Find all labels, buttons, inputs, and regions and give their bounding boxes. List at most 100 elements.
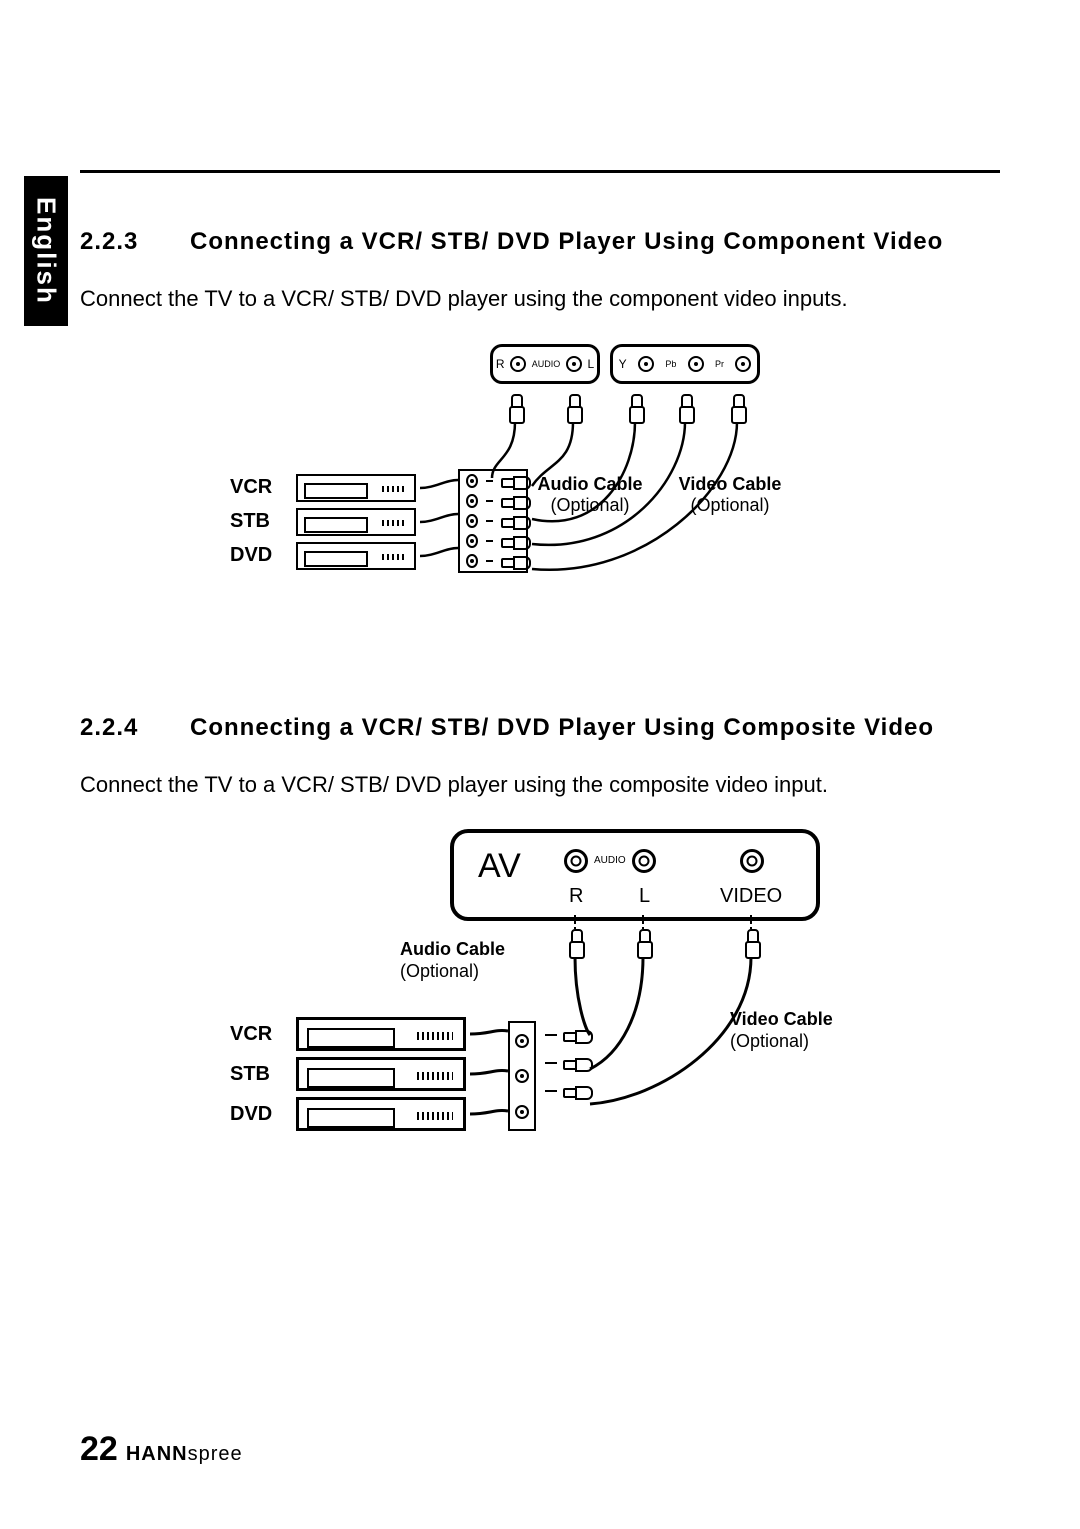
- audio-jack-r: [564, 849, 588, 873]
- audio-jack-r: [510, 356, 526, 372]
- port-icon: [515, 1069, 529, 1083]
- video-cable-label: Video Cable (Optional): [665, 474, 795, 517]
- cable-optional: (Optional): [525, 495, 655, 517]
- plug-icon: [501, 515, 520, 527]
- video-jack-pb: [688, 356, 704, 372]
- brand-light: spree: [188, 1443, 243, 1465]
- dist-port-row: [460, 551, 526, 571]
- plug-icon: [563, 1085, 587, 1097]
- port-icon: [466, 474, 478, 488]
- audio-cable-label: Audio Cable (Optional): [400, 939, 550, 982]
- video-jack-pr: [735, 356, 751, 372]
- component-video-panel: Y Pb Pr: [610, 344, 760, 384]
- jack-label-pb: Pb: [665, 359, 676, 369]
- device-icon: [296, 474, 416, 502]
- cable-plug-icon: [568, 929, 582, 957]
- plug-icon: [563, 1057, 587, 1069]
- jack-label-audio: AUDIO: [532, 359, 561, 369]
- page-number: 22: [80, 1430, 118, 1469]
- cable-optional: (Optional): [665, 495, 795, 517]
- audio-input-panel: R AUDIO L: [490, 344, 600, 384]
- section-number: 2.2.3: [80, 228, 190, 256]
- cable-optional: (Optional): [730, 1031, 890, 1053]
- port-icon: [466, 494, 478, 508]
- cable-plug-icon: [628, 394, 642, 422]
- device-icon: [296, 1097, 466, 1131]
- port-icon: [466, 534, 478, 548]
- device-icon: [296, 508, 416, 536]
- plug-icon: [501, 495, 520, 507]
- dist-port-row: [460, 511, 526, 531]
- cable-title: Audio Cable: [525, 474, 655, 496]
- plug-row: [545, 1029, 587, 1097]
- jack-label-audio: AUDIO: [594, 855, 626, 866]
- audio-jack-l: [566, 356, 582, 372]
- section-title: Connecting a VCR/ STB/ DVD Player Using …: [190, 228, 1000, 256]
- video-cable-label: Video Cable (Optional): [730, 1009, 890, 1052]
- device-icon: [296, 1017, 466, 1051]
- plug-icon: [501, 535, 520, 547]
- device-label-dvd: DVD: [230, 1103, 286, 1126]
- cable-plug-icon: [678, 394, 692, 422]
- cable-title: Video Cable: [665, 474, 795, 496]
- section-heading-224: 2.2.4 Connecting a VCR/ STB/ DVD Player …: [80, 714, 1000, 742]
- distribution-block: [458, 469, 528, 573]
- cable-plug-icon: [730, 394, 744, 422]
- audio-cable-label: Audio Cable (Optional): [525, 474, 655, 517]
- port-icon: [515, 1105, 529, 1119]
- device-label-vcr: VCR: [230, 1023, 286, 1046]
- diagram-composite-video: AV AUDIO R L VIDEO Audio Cable (Optional…: [190, 829, 890, 1169]
- section-title: Connecting a VCR/ STB/ DVD Player Using …: [190, 714, 1000, 742]
- device-row: VCR: [230, 474, 416, 502]
- cable-optional: (Optional): [400, 961, 550, 983]
- distribution-block: [508, 1021, 536, 1131]
- video-jack: [740, 849, 764, 873]
- port-icon: [466, 554, 478, 568]
- plug-icon: [563, 1029, 587, 1041]
- device-row: DVD: [230, 542, 416, 570]
- section-body: Connect the TV to a VCR/ STB/ DVD player…: [80, 284, 1000, 314]
- device-label-stb: STB: [230, 1063, 286, 1086]
- jack-label-video: VIDEO: [720, 885, 782, 908]
- brand-logo: HANNspree: [126, 1443, 243, 1466]
- dist-port-row: [460, 531, 526, 551]
- device-label-stb: STB: [230, 510, 286, 533]
- dist-port-row: [460, 471, 526, 491]
- video-jack-y: [638, 356, 654, 372]
- cable-title: Video Cable: [730, 1009, 890, 1031]
- cable-dash-icon: [545, 1034, 557, 1036]
- cable-dash-icon: [486, 480, 494, 482]
- device-row: STB: [230, 508, 416, 536]
- device-icon: [296, 542, 416, 570]
- av-input-panel: AV AUDIO R L VIDEO: [450, 829, 820, 921]
- cable-dash-icon: [486, 560, 494, 562]
- device-label-dvd: DVD: [230, 544, 286, 567]
- jack-label-pr: Pr: [715, 359, 724, 369]
- cable-plug-icon: [566, 394, 580, 422]
- horizontal-rule: [80, 170, 1000, 173]
- cable-dash-icon: [486, 500, 494, 502]
- jack-label-r: R: [496, 357, 505, 371]
- cable-dash-icon: [486, 520, 494, 522]
- jack-label-l: L: [639, 885, 650, 908]
- cable-dash-icon: [545, 1090, 557, 1092]
- device-row: DVD: [230, 1097, 466, 1131]
- page-footer: 22 HANNspree: [80, 1430, 243, 1469]
- device-row: VCR: [230, 1017, 466, 1051]
- section-number: 2.2.4: [80, 714, 190, 742]
- av-panel-title: AV: [478, 847, 521, 886]
- page-content: 2.2.3 Connecting a VCR/ STB/ DVD Player …: [80, 170, 1000, 1179]
- port-icon: [466, 514, 478, 528]
- cable-plug-icon: [508, 394, 522, 422]
- cable-plug-icon: [744, 929, 758, 957]
- section-heading-223: 2.2.3 Connecting a VCR/ STB/ DVD Player …: [80, 228, 1000, 256]
- cable-plug-icon: [636, 929, 650, 957]
- device-stack: VCR STB DVD: [230, 474, 416, 570]
- jack-label-y: Y: [619, 357, 627, 371]
- jack-label-l: L: [588, 357, 595, 371]
- section-body: Connect the TV to a VCR/ STB/ DVD player…: [80, 770, 1000, 800]
- jack-label-r: R: [569, 885, 583, 908]
- cable-title: Audio Cable: [400, 939, 550, 961]
- device-stack: VCR STB DVD: [230, 1017, 466, 1131]
- device-row: STB: [230, 1057, 466, 1091]
